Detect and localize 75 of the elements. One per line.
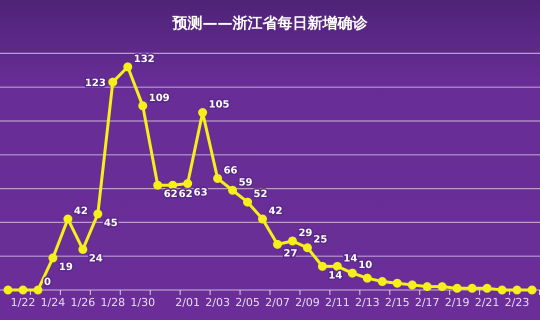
point (18, 286, 28, 294)
point (138, 101, 148, 110)
point (183, 179, 192, 188)
point (378, 277, 387, 286)
x-tick-label: 1/26 (70, 296, 96, 309)
x-tick-label: 2/11 (325, 296, 350, 309)
point (452, 284, 462, 293)
data-label: 19 (58, 262, 73, 273)
point (438, 282, 447, 292)
chart-title: 预测——浙江省每日新增确诊 (172, 14, 368, 32)
x-tick-label: 2/13 (354, 296, 380, 309)
data-label: 29 (298, 228, 312, 239)
data-label: 14 (328, 270, 342, 282)
data-label: 14 (343, 253, 358, 264)
data-label: 45 (104, 218, 118, 229)
x-tick-label: 2/05 (235, 296, 260, 309)
point (123, 62, 132, 72)
point (332, 262, 342, 271)
point (48, 253, 58, 262)
point (243, 198, 252, 207)
data-label: 59 (238, 177, 253, 188)
point (93, 209, 102, 218)
data-label: 66 (224, 165, 238, 176)
data-label: 62 (178, 189, 193, 200)
x-tick-label: 2/19 (444, 296, 470, 309)
point (198, 108, 208, 118)
point (348, 268, 357, 278)
data-label: 52 (254, 189, 268, 200)
point (302, 243, 312, 252)
point (528, 286, 536, 294)
data-label: 63 (194, 188, 208, 199)
data-label: 109 (148, 92, 170, 104)
point (512, 286, 522, 294)
x-tick-label: 2/21 (474, 296, 500, 309)
data-label: 132 (134, 54, 155, 65)
point (153, 180, 162, 190)
data-label: 25 (313, 234, 328, 246)
point (78, 244, 88, 254)
x-tick-label: 2/09 (295, 296, 320, 309)
point (258, 214, 268, 224)
data-label: 42 (268, 206, 282, 218)
point (468, 284, 477, 293)
x-tick-label: 2/07 (265, 296, 290, 309)
data-label: 42 (74, 206, 88, 218)
point (318, 262, 327, 271)
x-tick-label: 2/15 (384, 296, 410, 309)
data-label: 123 (84, 78, 106, 90)
x-tick-label: 2/23 (504, 296, 530, 309)
x-tick-label: 1/28 (100, 296, 126, 309)
point (33, 286, 42, 294)
x-tick-label: 2/01 (175, 296, 200, 309)
x-tick-label: 1/22 (10, 296, 36, 309)
data-label: 24 (88, 253, 103, 264)
x-tick-label: 2/03 (205, 296, 230, 309)
x-tick-label: 2/17 (414, 296, 440, 309)
point (408, 280, 417, 290)
point (213, 174, 222, 183)
point (272, 240, 282, 249)
point (288, 236, 297, 246)
point (63, 214, 72, 224)
x-tick-label: 1/24 (40, 296, 66, 309)
point (108, 78, 118, 87)
data-label: 62 (164, 189, 178, 200)
point (392, 278, 402, 288)
data-label: 105 (208, 100, 230, 111)
point (482, 284, 492, 293)
point (4, 286, 12, 294)
data-label: 0 (44, 277, 51, 288)
point (498, 286, 507, 294)
data-label: 10 (358, 260, 372, 272)
point (362, 274, 372, 283)
data-label: 27 (283, 248, 298, 260)
point (228, 186, 238, 195)
point (422, 282, 432, 292)
x-tick-label: 1/30 (130, 296, 156, 309)
